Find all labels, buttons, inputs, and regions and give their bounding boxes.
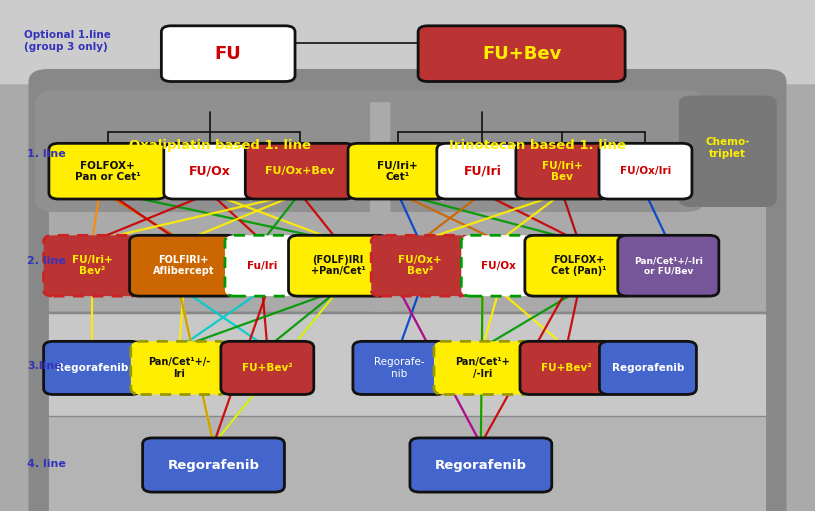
FancyBboxPatch shape [434, 341, 531, 394]
FancyBboxPatch shape [600, 341, 696, 394]
Text: FU/Ox/Iri: FU/Ox/Iri [620, 166, 671, 176]
Text: FOLFIRI+
Aflibercept: FOLFIRI+ Aflibercept [152, 255, 214, 276]
FancyBboxPatch shape [49, 416, 766, 511]
FancyBboxPatch shape [130, 341, 228, 394]
FancyBboxPatch shape [49, 207, 766, 312]
Text: 1. line: 1. line [27, 149, 66, 159]
Text: FU/Iri+
Bev²: FU/Iri+ Bev² [72, 255, 112, 276]
FancyBboxPatch shape [437, 143, 528, 199]
FancyBboxPatch shape [35, 90, 408, 212]
FancyBboxPatch shape [49, 143, 166, 199]
FancyBboxPatch shape [289, 235, 388, 296]
Text: FU+Bev: FU+Bev [482, 44, 562, 63]
FancyBboxPatch shape [225, 235, 300, 296]
Text: Pan/Cet¹+/-Iri
or FU/Bev: Pan/Cet¹+/-Iri or FU/Bev [634, 256, 703, 275]
Text: FU/Iri+
Cet¹: FU/Iri+ Cet¹ [377, 160, 418, 182]
Text: FOLFOX+
Cet (Pan)¹: FOLFOX+ Cet (Pan)¹ [551, 255, 606, 276]
FancyBboxPatch shape [679, 96, 777, 207]
Text: FU/Iri+
Bev: FU/Iri+ Bev [542, 160, 583, 182]
FancyBboxPatch shape [49, 314, 766, 416]
FancyBboxPatch shape [418, 26, 625, 81]
Text: FU/Ox: FU/Ox [482, 261, 516, 271]
Text: Regorafe-
nib: Regorafe- nib [374, 357, 425, 379]
FancyBboxPatch shape [372, 90, 705, 212]
Text: FU/Ox+Bev: FU/Ox+Bev [265, 166, 335, 176]
Text: Pan/Cet¹+/-
Iri: Pan/Cet¹+/- Iri [148, 357, 210, 379]
FancyBboxPatch shape [161, 26, 295, 81]
Text: FU: FU [215, 44, 241, 63]
FancyBboxPatch shape [44, 235, 140, 296]
Text: Regorafenib: Regorafenib [56, 363, 128, 373]
FancyBboxPatch shape [348, 143, 447, 199]
FancyBboxPatch shape [221, 341, 314, 394]
FancyBboxPatch shape [164, 143, 257, 199]
Text: FU+Bev²: FU+Bev² [541, 363, 592, 373]
Text: FU/Ox+
Bev²: FU/Ox+ Bev² [398, 255, 442, 276]
Text: FOLFOX+
Pan or Cet¹: FOLFOX+ Pan or Cet¹ [75, 160, 140, 182]
FancyBboxPatch shape [599, 143, 692, 199]
FancyBboxPatch shape [520, 341, 613, 394]
FancyBboxPatch shape [49, 102, 766, 204]
FancyBboxPatch shape [516, 143, 609, 199]
Text: Regorafenib: Regorafenib [435, 458, 526, 472]
Text: Regorafenib: Regorafenib [612, 363, 684, 373]
FancyBboxPatch shape [29, 69, 786, 511]
FancyBboxPatch shape [618, 235, 719, 296]
FancyBboxPatch shape [245, 143, 355, 199]
Text: (FOLF)IRI
+Pan/Cet¹: (FOLF)IRI +Pan/Cet¹ [311, 255, 366, 276]
FancyBboxPatch shape [525, 235, 632, 296]
Text: Regorafenib: Regorafenib [168, 458, 259, 472]
FancyBboxPatch shape [370, 102, 390, 312]
Text: FU+Bev²: FU+Bev² [242, 363, 293, 373]
Text: Optional 1.line
(group 3 only): Optional 1.line (group 3 only) [24, 30, 112, 52]
FancyBboxPatch shape [130, 235, 237, 296]
Text: 4. line: 4. line [27, 459, 66, 469]
FancyBboxPatch shape [353, 341, 446, 394]
FancyBboxPatch shape [143, 438, 284, 492]
Text: Pan/Cet¹+
/-Iri: Pan/Cet¹+ /-Iri [455, 357, 510, 379]
FancyBboxPatch shape [44, 341, 140, 394]
Text: Chemo-
triplet: Chemo- triplet [706, 137, 750, 159]
Text: FU/Ox: FU/Ox [189, 165, 231, 178]
FancyBboxPatch shape [461, 235, 536, 296]
FancyBboxPatch shape [0, 0, 815, 84]
Text: Fu/Iri: Fu/Iri [247, 261, 278, 271]
Text: 2. line: 2. line [27, 256, 66, 266]
FancyBboxPatch shape [372, 235, 469, 296]
Text: FU/Iri: FU/Iri [464, 165, 501, 178]
FancyBboxPatch shape [410, 438, 552, 492]
Text: Irinotecan based 1. line: Irinotecan based 1. line [449, 139, 627, 152]
Text: 3.line: 3.line [27, 361, 62, 371]
Text: Oxaliplatin based 1. line: Oxaliplatin based 1. line [129, 139, 311, 152]
